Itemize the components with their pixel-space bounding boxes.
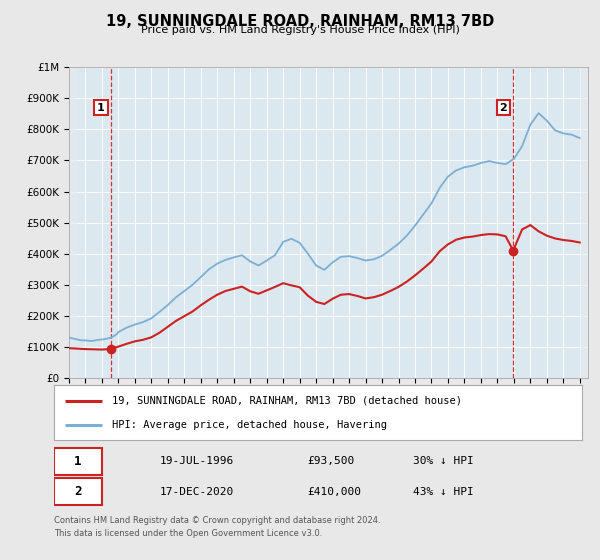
Bar: [580, 67, 588, 378]
Text: £93,500: £93,500: [307, 456, 355, 466]
Text: 19, SUNNINGDALE ROAD, RAINHAM, RM13 7BD: 19, SUNNINGDALE ROAD, RAINHAM, RM13 7BD: [106, 14, 494, 29]
Text: 30% ↓ HPI: 30% ↓ HPI: [413, 456, 474, 466]
Text: 43% ↓ HPI: 43% ↓ HPI: [413, 487, 474, 497]
Text: 1: 1: [74, 455, 82, 468]
Text: 19, SUNNINGDALE ROAD, RAINHAM, RM13 7BD (detached house): 19, SUNNINGDALE ROAD, RAINHAM, RM13 7BD …: [112, 396, 462, 405]
Bar: [69, 67, 77, 378]
Text: 19-JUL-1996: 19-JUL-1996: [160, 456, 234, 466]
Text: 17-DEC-2020: 17-DEC-2020: [160, 487, 234, 497]
FancyBboxPatch shape: [54, 448, 101, 475]
FancyBboxPatch shape: [54, 478, 101, 505]
Text: This data is licensed under the Open Government Licence v3.0.: This data is licensed under the Open Gov…: [54, 529, 322, 538]
Text: 1: 1: [97, 102, 105, 113]
Text: 2: 2: [74, 485, 82, 498]
Text: £410,000: £410,000: [307, 487, 361, 497]
Text: Price paid vs. HM Land Registry's House Price Index (HPI): Price paid vs. HM Land Registry's House …: [140, 25, 460, 35]
Text: Contains HM Land Registry data © Crown copyright and database right 2024.: Contains HM Land Registry data © Crown c…: [54, 516, 380, 525]
Text: HPI: Average price, detached house, Havering: HPI: Average price, detached house, Have…: [112, 420, 387, 430]
Text: 2: 2: [499, 102, 507, 113]
